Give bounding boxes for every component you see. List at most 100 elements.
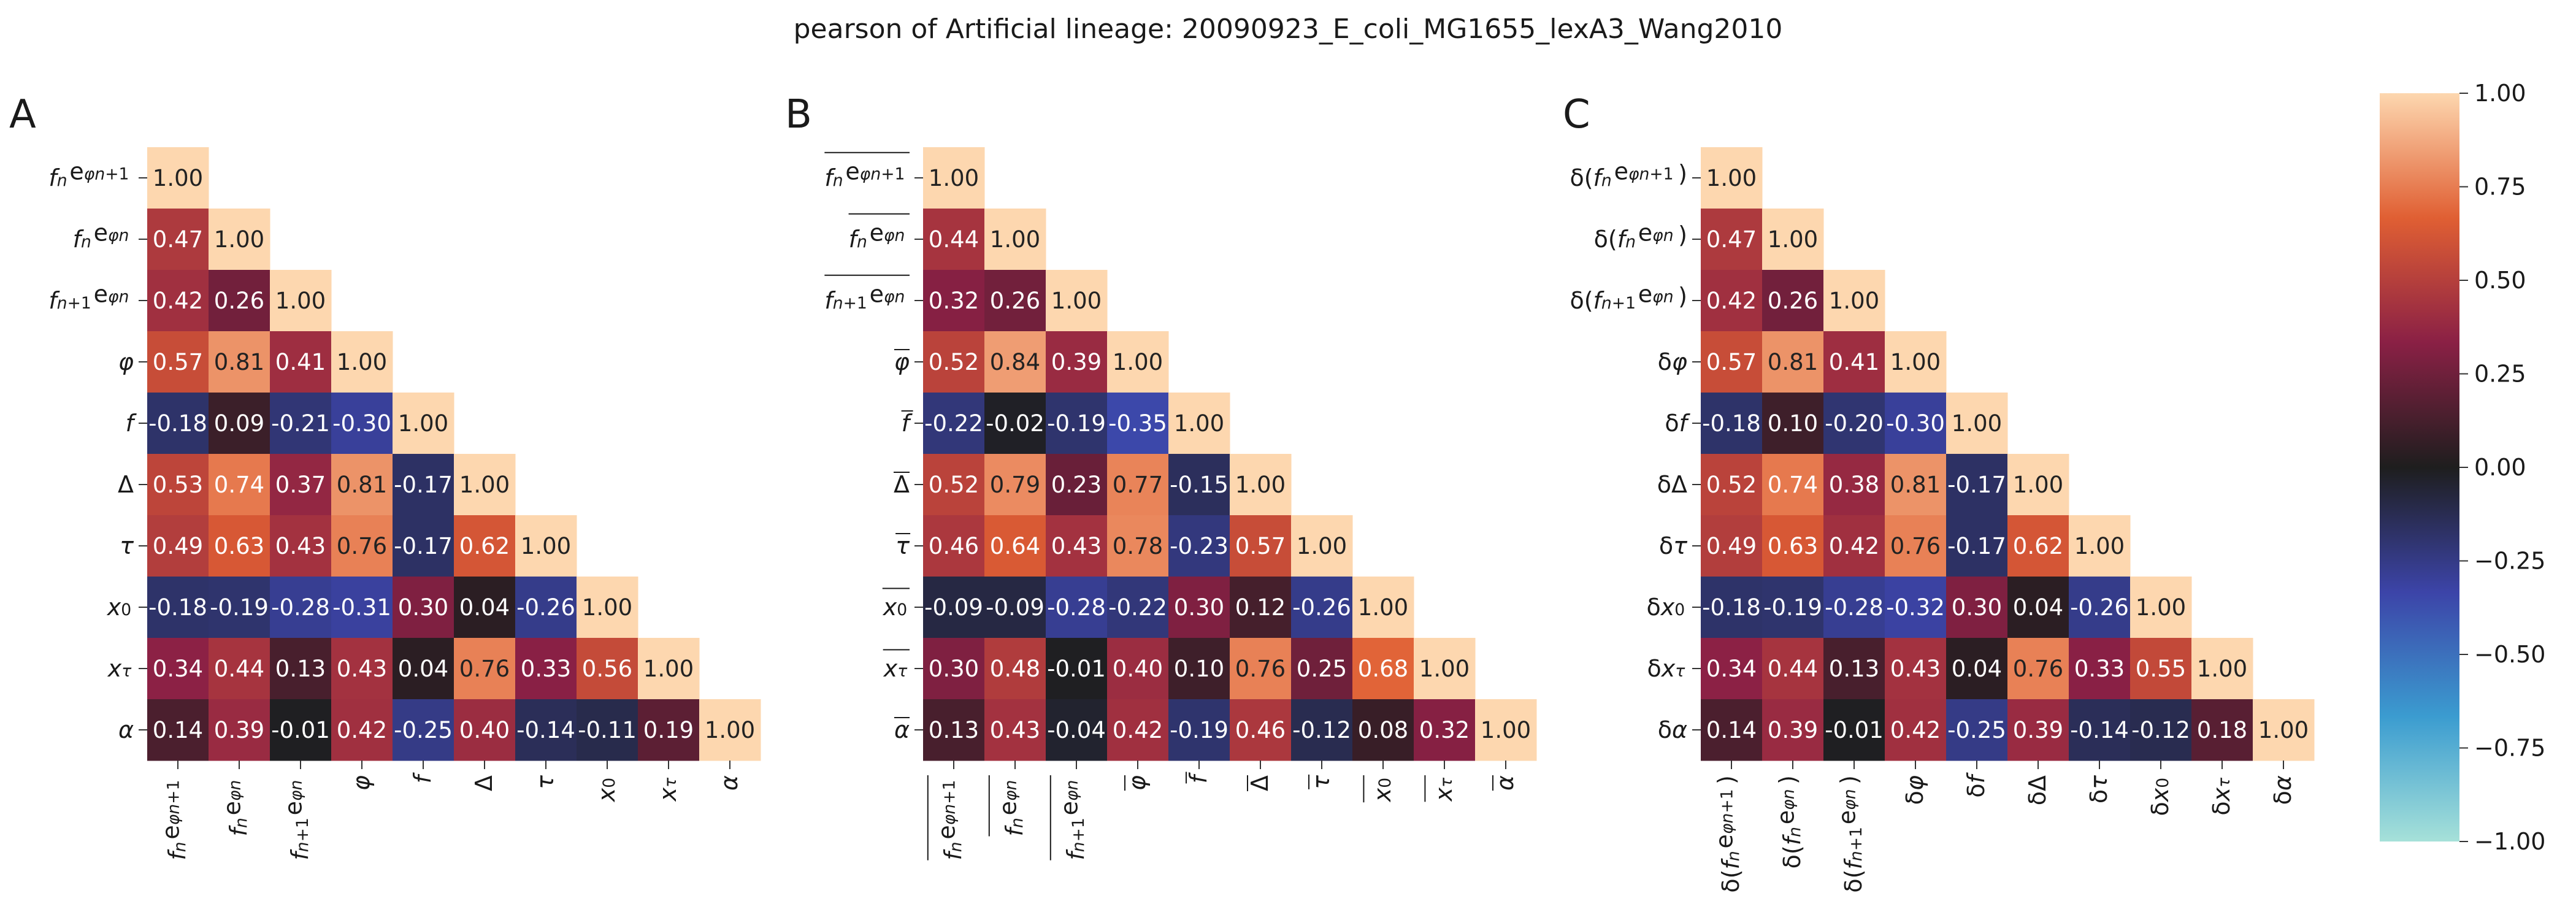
cell-value-label: 0.39: [1051, 349, 1102, 375]
heatmap-cell: [2130, 638, 2192, 700]
heatmap-cell: [2007, 515, 2069, 577]
heatmap-cell: [1168, 699, 1230, 761]
x-tick-label: τ: [532, 775, 559, 789]
x-tick-label-group: δΔ: [2024, 775, 2051, 805]
y-tick-label: δxτ: [1647, 648, 1687, 682]
cell-value-label: 1.00: [1768, 226, 1818, 253]
x-tick-label: f: [409, 772, 436, 783]
heatmap-cell: [699, 699, 761, 761]
heatmap-cell: [923, 638, 985, 700]
x-tick-label: α: [1492, 775, 1519, 791]
cell-value-label: 0.74: [214, 472, 264, 498]
heatmap-cell: [209, 638, 270, 700]
heatmap-cell: [923, 147, 985, 209]
cell-value-label: 0.41: [1829, 349, 1879, 375]
heatmap-cell: [1946, 454, 2008, 516]
y-tick-label: δf: [1665, 410, 1690, 437]
heatmap-cell: [1168, 454, 1230, 516]
cell-value-label: 1.00: [214, 226, 264, 253]
y-tick-label: δτ: [1659, 532, 1688, 559]
cell-value-label: 0.62: [459, 533, 510, 559]
heatmap-cell: [1046, 393, 1108, 454]
heatmap-cell: [270, 699, 332, 761]
cell-value-label: -0.26: [2070, 594, 2129, 621]
y-tick-label: δ(fn+1 eφn ): [1570, 274, 1687, 314]
x-tick-label: τ: [1308, 775, 1335, 789]
heatmap-cell: [270, 454, 332, 516]
cell-value-label: -0.20: [1825, 410, 1884, 437]
y-tick-label: Δ: [118, 471, 134, 498]
heatmap-cell: [1701, 147, 1763, 209]
heatmap-cell: [1046, 699, 1108, 761]
cell-value-label: 0.43: [1051, 533, 1102, 559]
heatmap-cell: [1823, 699, 1885, 761]
heatmap-cell: [1230, 577, 1292, 638]
heatmap-cell: [331, 515, 393, 577]
cell-value-label: 0.10: [1174, 656, 1224, 682]
cell-value-label: 1.00: [1706, 165, 1757, 191]
colorbar-tick-label: 1.00: [2474, 80, 2526, 107]
heatmap-cell: [2069, 577, 2131, 638]
x-tick-label: δ(fn+1 eφn ): [1827, 775, 1867, 893]
cell-value-label: 0.76: [459, 656, 510, 682]
heatmap-cell: [984, 638, 1046, 700]
cell-value-label: -0.30: [1886, 410, 1945, 437]
x-tick-label: x0: [1362, 775, 1396, 802]
heatmap-cell: [1046, 454, 1108, 516]
cell-value-label: 0.77: [1113, 472, 1163, 498]
heatmap-cell: [1046, 331, 1108, 393]
y-tick-label: fn eφn: [73, 213, 134, 253]
heatmap-cell: [2191, 638, 2253, 700]
cell-value-label: -0.01: [1825, 717, 1884, 743]
cell-value-label: 0.33: [521, 656, 571, 682]
x-tick-label: fn eφn+1: [151, 775, 191, 861]
cell-value-label: 0.25: [1297, 656, 1347, 682]
cell-value-label: 0.43: [990, 717, 1040, 743]
cell-value-label: 0.68: [1358, 656, 1408, 682]
cell-value-label: 0.30: [1174, 594, 1224, 621]
y-tick-label: f: [126, 410, 137, 437]
heatmap-cell: [393, 393, 454, 454]
heatmap-cell: [454, 638, 516, 700]
x-tick-label: φ: [1124, 775, 1151, 791]
cell-value-label: 0.42: [1113, 717, 1163, 743]
colorbar-tick-label: 0.25: [2474, 361, 2526, 388]
y-tick-label: φ: [118, 348, 134, 375]
cell-value-label: 1.00: [1890, 349, 1941, 375]
cell-value-label: -0.17: [394, 533, 453, 559]
heatmap-cell: [1701, 699, 1763, 761]
heatmap-cell: [209, 699, 270, 761]
heatmap-cell: [1107, 331, 1169, 393]
x-tick-label-group: φ: [348, 775, 375, 791]
x-tick-label: δ(fn eφn+1 ): [1704, 775, 1744, 893]
heatmap-cell: [1762, 638, 1824, 700]
cell-value-label: -0.26: [1292, 594, 1351, 621]
cell-value-label: -0.11: [578, 717, 637, 743]
panel-label: C: [1563, 92, 1590, 137]
cell-value-label: 1.00: [705, 717, 755, 743]
x-tick-label-group: α: [1492, 775, 1519, 791]
x-tick-label: δα: [2269, 775, 2296, 805]
heatmap-cell: [923, 393, 985, 454]
cell-value-label: 0.13: [275, 656, 326, 682]
cell-value-label: -0.17: [1947, 533, 2006, 559]
cell-value-label: 0.30: [1952, 594, 2002, 621]
heatmap-cell: [1946, 393, 2008, 454]
cell-value-label: 0.42: [337, 717, 387, 743]
y-tick-label: τ: [895, 532, 910, 559]
cell-value-label: -0.01: [271, 717, 330, 743]
heatmap-cell: [1885, 393, 1947, 454]
heatmap-cell: [209, 454, 270, 516]
heatmap-cell: [1823, 393, 1885, 454]
y-tick-label: fn+1 eφn: [48, 274, 134, 314]
cell-value-label: 0.04: [2013, 594, 2063, 621]
heatmap-panel-b: B 1.00 0.44 1.00 0.32 0.26 1.00 0.52 0.84 0.39 1.0…: [785, 92, 1537, 861]
heatmap-cell: [984, 577, 1046, 638]
cell-value-label: 0.41: [275, 349, 326, 375]
cell-value-label: 0.52: [1706, 472, 1757, 498]
cell-value-label: 0.04: [1952, 656, 2002, 682]
cell-value-label: 0.26: [990, 288, 1040, 314]
colorbar-tick-label: 0.75: [2474, 174, 2526, 201]
heatmap-cell: [1475, 699, 1537, 761]
cell-value-label: -0.12: [2131, 717, 2190, 743]
